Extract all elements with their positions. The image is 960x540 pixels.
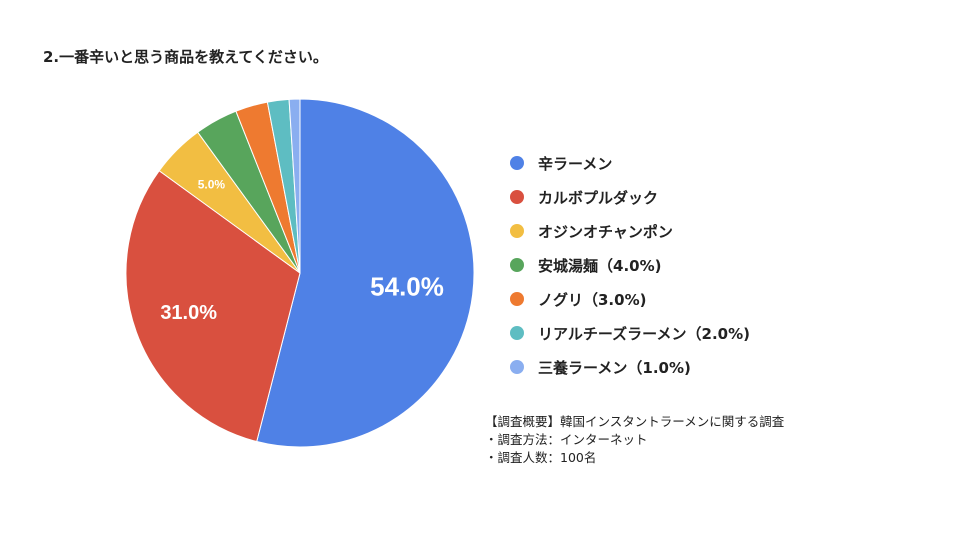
legend-label: ノグリ（3.0%) <box>538 290 647 309</box>
legend-swatch <box>510 326 524 340</box>
survey-note: 【調査概要】韓国インスタントラーメンに関する調査 ・調査方法：インターネット ・… <box>485 413 784 467</box>
legend-item: ノグリ（3.0%) <box>510 282 750 316</box>
legend-label: 安城湯麺（4.0%) <box>538 256 662 275</box>
legend-swatch <box>510 360 524 374</box>
legend-label: 辛ラーメン <box>538 154 613 173</box>
pie-slice <box>288 98 301 274</box>
legend-swatch <box>510 292 524 306</box>
legend-item: リアルチーズラーメン（2.0%) <box>510 316 750 350</box>
slice-data-label: 54.0% <box>370 272 444 302</box>
legend-label: カルボプルダック <box>538 188 659 207</box>
chart-title: 2.一番辛いと思う商品を教えてください。 <box>43 48 328 66</box>
legend-swatch <box>510 190 524 204</box>
slice-data-label: 31.0% <box>160 302 217 324</box>
legend-item: 三養ラーメン（1.0%) <box>510 350 750 384</box>
legend-item: 安城湯麺（4.0%) <box>510 248 750 282</box>
legend-swatch <box>510 258 524 272</box>
slice-data-label: 5.0% <box>198 177 226 191</box>
note-line: ・調査人数：100名 <box>485 450 597 465</box>
pie-slice <box>256 98 475 448</box>
legend-label: リアルチーズラーメン（2.0%) <box>538 324 750 343</box>
legend-item: カルボプルダック <box>510 180 750 214</box>
note-line: ・調査方法：インターネット <box>485 432 648 447</box>
legend-item: オジンオチャンポン <box>510 214 750 248</box>
pie-slice <box>125 170 301 443</box>
legend-swatch <box>510 156 524 170</box>
legend-swatch <box>510 224 524 238</box>
legend-label: オジンオチャンポン <box>538 222 673 241</box>
note-line: 【調査概要】韓国インスタントラーメンに関する調査 <box>485 414 785 429</box>
legend-label: 三養ラーメン（1.0%) <box>538 358 691 377</box>
legend-item: 辛ラーメン <box>510 146 750 180</box>
legend: 辛ラーメン カルボプルダック オジンオチャンポン 安城湯麺（4.0%) ノグリ（… <box>510 146 750 384</box>
